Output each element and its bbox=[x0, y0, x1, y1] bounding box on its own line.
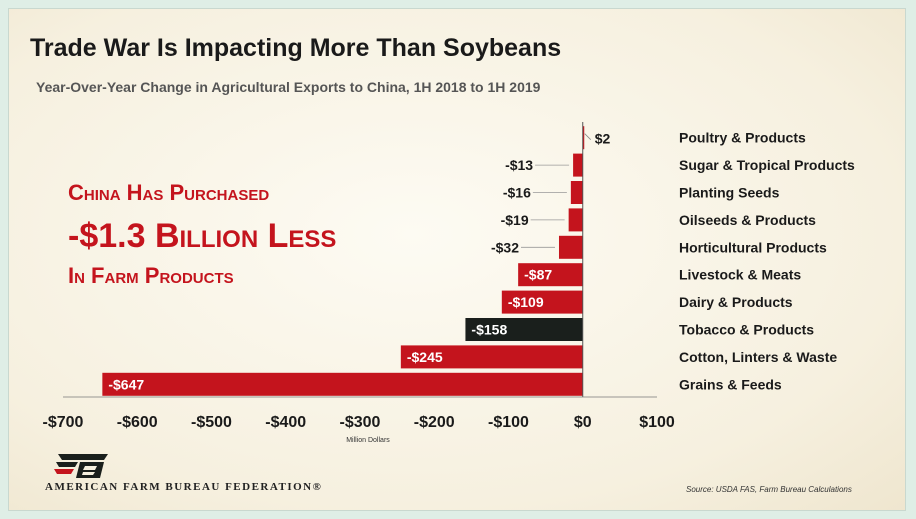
callout-line-1: China Has Purchased bbox=[68, 180, 270, 205]
organization-name: AMERICAN FARM BUREAU FEDERATION® bbox=[45, 481, 323, 493]
data-label: -$19 bbox=[501, 212, 529, 228]
category-label: Oilseeds & Products bbox=[679, 212, 816, 228]
source-note: Source: USDA FAS, Farm Bureau Calculatio… bbox=[686, 485, 852, 494]
bar bbox=[518, 263, 583, 287]
data-label: -$245 bbox=[407, 349, 443, 365]
bar bbox=[570, 181, 583, 204]
category-label: Poultry & Products bbox=[679, 130, 806, 146]
category-label: Cotton, Linters & Waste bbox=[679, 349, 837, 365]
x-tick-label: -$400 bbox=[265, 414, 306, 431]
bar bbox=[400, 345, 583, 369]
bar bbox=[465, 318, 583, 341]
data-label: -$87 bbox=[524, 267, 552, 283]
bar bbox=[102, 372, 583, 396]
category-label: Planting Seeds bbox=[679, 185, 780, 201]
bar bbox=[582, 126, 585, 150]
x-tick-label: -$200 bbox=[414, 414, 455, 431]
data-label: -$647 bbox=[108, 376, 144, 392]
x-tick-label: -$600 bbox=[117, 414, 158, 431]
callout-line-3: In Farm Products bbox=[68, 263, 234, 288]
data-label: -$158 bbox=[471, 322, 507, 338]
category-label: Grains & Feeds bbox=[679, 376, 782, 392]
category-label: Livestock & Meats bbox=[679, 267, 801, 283]
chart-subtitle: Year-Over-Year Change in Agricultural Ex… bbox=[36, 79, 541, 95]
chart-title: Trade War Is Impacting More Than Soybean… bbox=[30, 34, 562, 62]
x-tick-label: $0 bbox=[574, 414, 592, 431]
data-label: -$16 bbox=[503, 185, 531, 201]
data-label: -$13 bbox=[505, 157, 533, 173]
x-tick-label: -$700 bbox=[43, 414, 84, 431]
leader-line bbox=[584, 133, 592, 140]
farm-bureau-fb-logo-icon bbox=[54, 454, 108, 478]
callout-line-2: -$1.3 Billion Less bbox=[68, 217, 337, 255]
data-label: $2 bbox=[595, 131, 611, 147]
data-label: -$32 bbox=[491, 239, 519, 255]
x-tick-label: -$500 bbox=[191, 414, 232, 431]
category-label: Tobacco & Products bbox=[679, 322, 814, 338]
x-axis-label: Million Dollars bbox=[346, 437, 390, 444]
bar bbox=[573, 153, 583, 177]
chart-panel bbox=[8, 8, 906, 511]
data-label: -$109 bbox=[508, 294, 544, 310]
bar bbox=[558, 235, 583, 259]
category-label: Horticultural Products bbox=[679, 239, 827, 255]
x-tick-label: $100 bbox=[639, 414, 675, 431]
bar bbox=[568, 208, 583, 232]
category-label: Sugar & Tropical Products bbox=[679, 157, 855, 173]
bar bbox=[501, 290, 583, 314]
category-label: Dairy & Products bbox=[679, 294, 793, 310]
x-tick-label: -$100 bbox=[488, 414, 529, 431]
x-tick-label: -$300 bbox=[340, 414, 381, 431]
